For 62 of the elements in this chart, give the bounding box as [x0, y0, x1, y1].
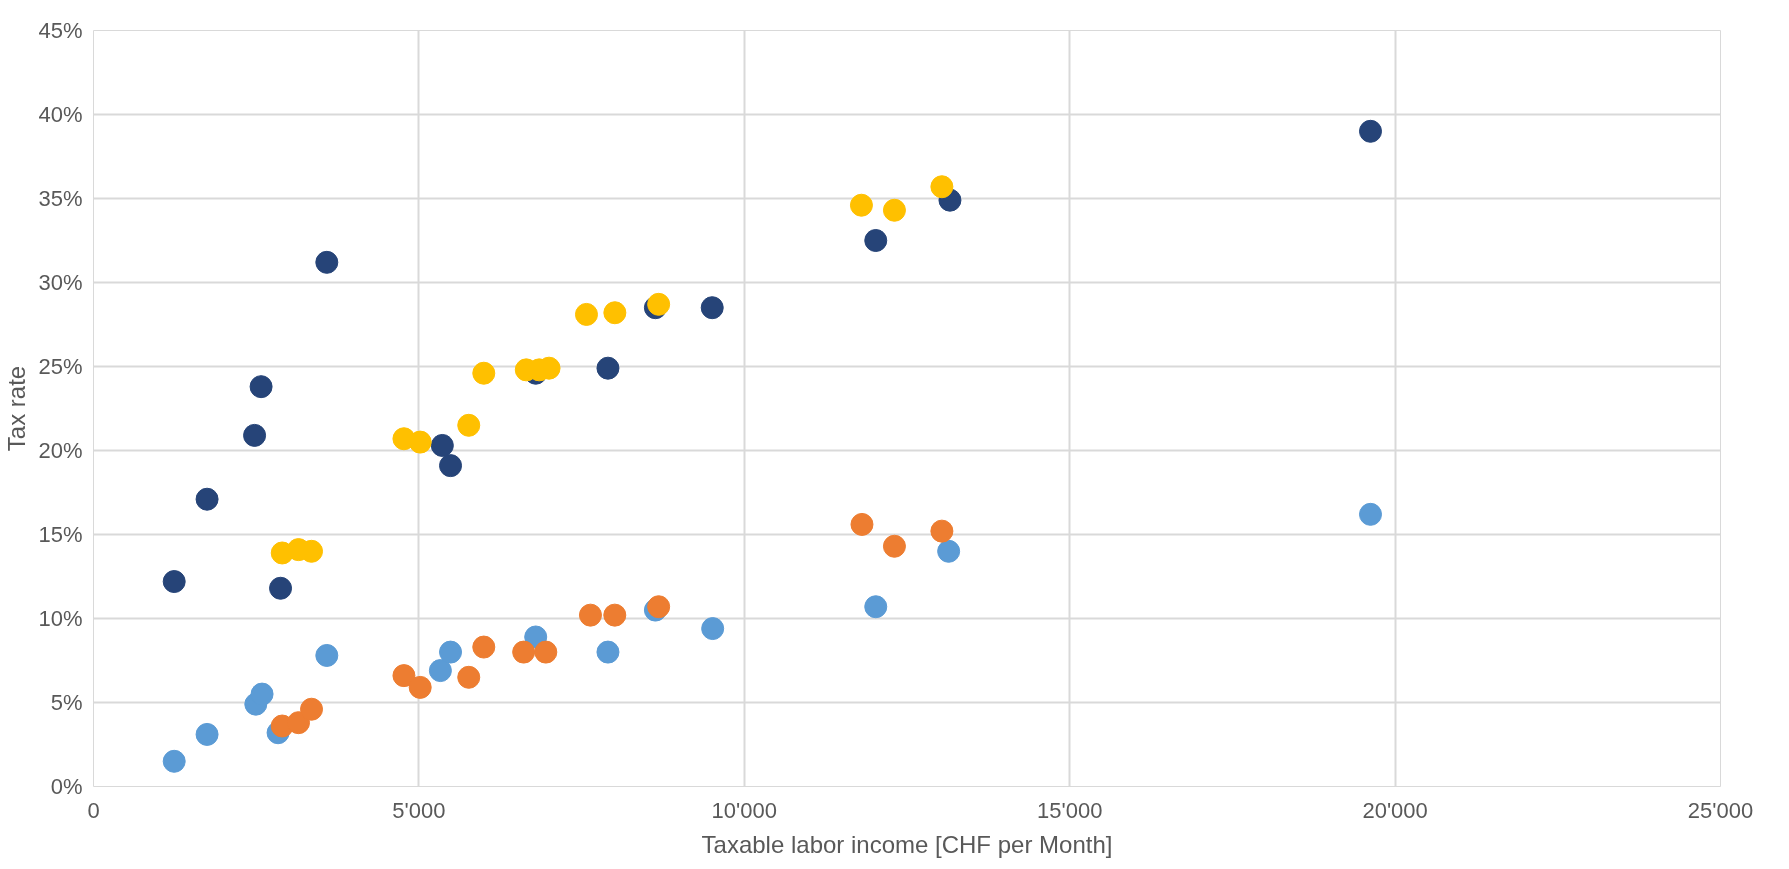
point	[596, 640, 620, 664]
point	[457, 413, 481, 437]
point	[315, 250, 339, 274]
point	[930, 175, 954, 199]
y-tick-label: 40%	[38, 102, 83, 127]
point	[1359, 502, 1382, 526]
y-tick-label: 15%	[38, 522, 83, 547]
point	[1359, 119, 1382, 143]
point	[408, 430, 432, 454]
point	[392, 664, 416, 688]
point	[287, 711, 310, 735]
y-tick-label: 35%	[38, 186, 83, 211]
x-tick-label: 15'000	[1037, 797, 1103, 823]
point	[574, 302, 598, 326]
point	[162, 749, 186, 773]
point	[850, 512, 874, 536]
point	[269, 576, 293, 600]
y-tick-label: 20%	[38, 438, 83, 463]
x-tick-label: 10'000	[711, 797, 777, 823]
point	[243, 423, 267, 447]
point	[930, 519, 954, 543]
y-tick-label: 5%	[50, 690, 83, 715]
x-tick-label: 5'000	[392, 797, 446, 823]
point	[882, 534, 906, 558]
point	[439, 640, 463, 664]
x-axis-title: Taxable labor income [CHF per Month]	[701, 830, 1113, 858]
point	[864, 229, 888, 252]
x-tick-label: 25'000	[1687, 797, 1754, 823]
point	[534, 640, 558, 664]
y-tick-label: 10%	[38, 606, 83, 631]
point	[408, 675, 432, 699]
point	[195, 722, 219, 746]
point	[578, 603, 602, 627]
point	[700, 296, 724, 320]
point	[249, 375, 273, 399]
point	[457, 665, 481, 689]
y-tick-label: 0%	[50, 774, 83, 799]
point	[512, 640, 536, 664]
point	[603, 301, 627, 325]
point	[472, 361, 496, 385]
point	[596, 356, 620, 380]
point	[315, 643, 339, 667]
point	[864, 595, 888, 619]
y-tick-label: 45%	[38, 18, 83, 43]
point	[195, 487, 219, 511]
point	[849, 193, 873, 217]
point	[472, 635, 496, 659]
point	[250, 682, 274, 706]
point	[439, 454, 463, 478]
point	[428, 659, 452, 683]
point	[701, 617, 725, 641]
point	[162, 570, 186, 594]
point	[882, 198, 906, 222]
x-tick-label: 0	[87, 797, 100, 823]
y-tick-label: 25%	[38, 354, 83, 379]
x-tick-label: 20'000	[1362, 797, 1428, 823]
point	[937, 539, 961, 563]
y-axis-title: Tax rate	[3, 365, 31, 452]
y-tick-label: 30%	[38, 270, 83, 295]
point	[300, 697, 324, 721]
point	[603, 603, 627, 627]
point	[430, 433, 454, 457]
